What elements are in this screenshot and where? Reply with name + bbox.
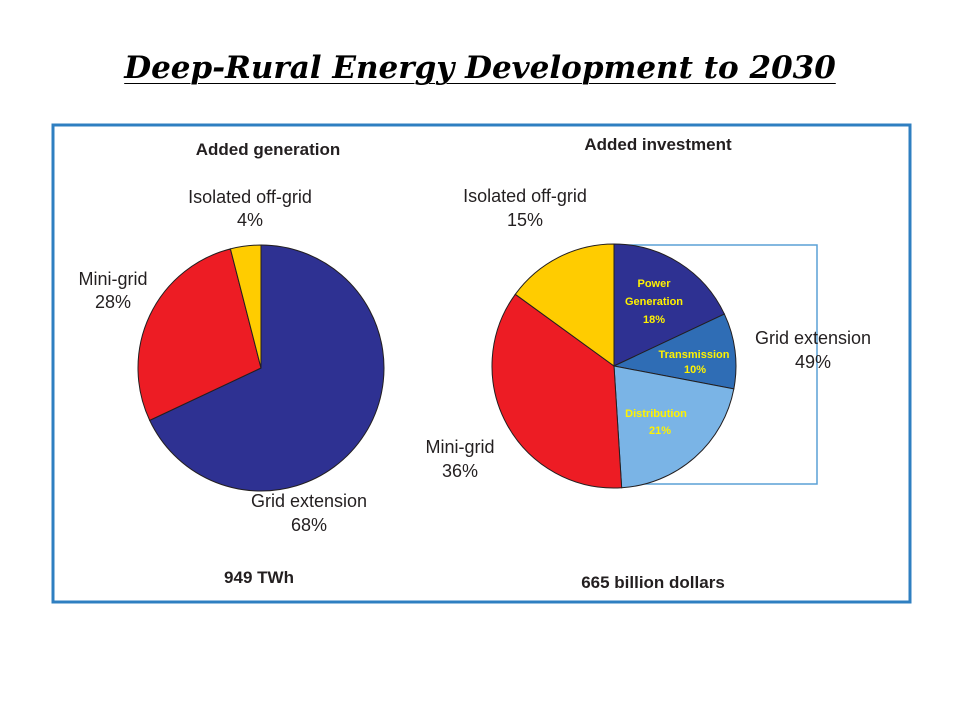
slice-value-transmission: 10% — [684, 364, 706, 376]
chart1-title: Added generation — [196, 140, 341, 159]
chart1-label-minigrid: Mini-grid — [78, 269, 147, 289]
slide-title: Deep-Rural Energy Development to 2030 — [124, 50, 836, 86]
slice-label-power-generation: Power Generation — [625, 278, 683, 308]
investment-slice-distribution — [613, 365, 735, 489]
chart1-value-isolated: 4% — [237, 210, 263, 230]
grid-extension-bracket — [615, 244, 818, 485]
generation-slice-grid-extension — [149, 244, 385, 492]
chart1-total: 949 TWh — [224, 568, 294, 587]
investment-slice-mini-grid — [491, 293, 623, 489]
chart2-group-value: 49% — [795, 352, 831, 372]
chart2-label-minigrid: Mini-grid — [425, 437, 494, 457]
chart2-value-isolated: 15% — [507, 210, 543, 230]
slice-value-distribution: 21% — [649, 425, 671, 437]
chart2-group-label: Grid extension — [755, 328, 871, 348]
slice-label-distribution: Distribution — [625, 408, 687, 420]
generation-slice-isolated-off-grid — [229, 244, 262, 369]
investment-slice-transmission — [612, 313, 737, 390]
chart1-value-grid: 68% — [291, 515, 327, 535]
generation-slice-mini-grid — [137, 248, 262, 422]
chart1-label-isolated: Isolated off-grid — [188, 187, 312, 207]
pie-added-generation — [137, 244, 385, 492]
chart1-value-minigrid: 28% — [95, 292, 131, 312]
investment-slice-isolated-off-grid — [514, 243, 615, 367]
investment-slice-power-generation — [613, 243, 726, 367]
chart2-total: 665 billion dollars — [581, 573, 725, 592]
chart1-label-grid: Grid extension — [251, 491, 367, 511]
chart2-title: Added investment — [584, 135, 732, 154]
chart2-label-isolated: Isolated off-grid — [463, 186, 587, 206]
slice-value-power-generation: 18% — [643, 314, 665, 326]
pie-added-investment — [491, 243, 737, 489]
slice-label-transmission: Transmission — [659, 349, 730, 361]
chart2-value-minigrid: 36% — [442, 461, 478, 481]
